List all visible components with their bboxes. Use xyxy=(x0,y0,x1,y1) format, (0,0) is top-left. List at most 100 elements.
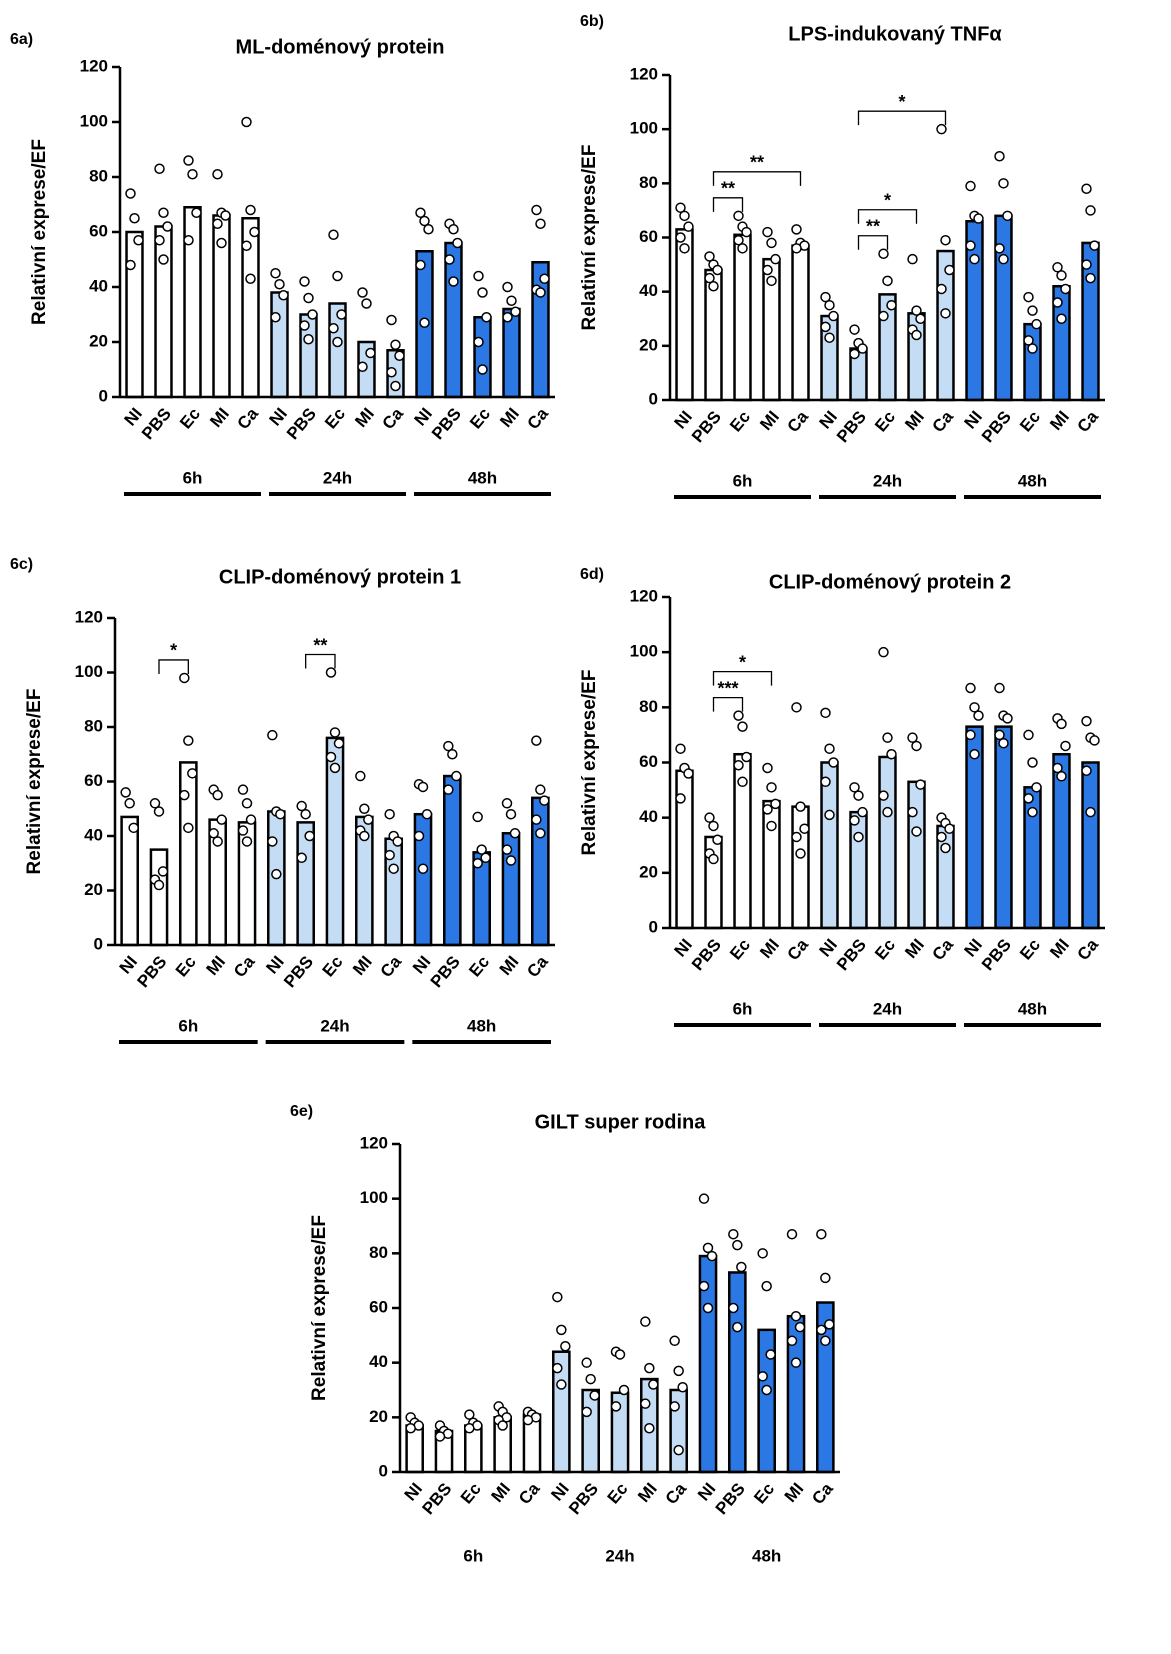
data-point xyxy=(473,336,484,348)
data-point xyxy=(1027,305,1038,316)
data-point xyxy=(766,237,777,249)
significance-label: ** xyxy=(721,179,735,199)
data-point xyxy=(766,275,777,287)
significance-label: * xyxy=(884,191,891,211)
group-label: 24h xyxy=(873,471,902,490)
data-point xyxy=(1027,343,1038,354)
data-point xyxy=(451,770,462,782)
data-point xyxy=(878,646,889,658)
y-tick-label: 100 xyxy=(80,111,108,130)
data-point xyxy=(183,235,194,246)
y-axis-label: Relativní exprese/EF xyxy=(579,145,600,331)
data-point xyxy=(994,729,1005,741)
data-point xyxy=(464,1409,475,1420)
data-point xyxy=(386,314,397,326)
x-tick-label: PBS xyxy=(138,404,175,443)
data-point xyxy=(994,243,1005,254)
data-point xyxy=(417,863,429,874)
x-tick-label: Ca xyxy=(515,1479,544,1508)
x-tick-label: Ca xyxy=(928,935,957,964)
data-point xyxy=(241,116,252,128)
x-tick-label: PBS xyxy=(712,1479,749,1518)
group-label: 48h xyxy=(1018,471,1047,490)
data-point xyxy=(940,842,951,854)
bar xyxy=(473,316,492,399)
data-point xyxy=(1081,715,1092,727)
group-label: 24h xyxy=(873,999,902,1018)
data-point xyxy=(241,240,252,251)
data-point xyxy=(969,702,980,713)
data-point xyxy=(824,332,835,343)
data-point xyxy=(535,828,546,839)
data-point xyxy=(390,339,401,350)
data-point xyxy=(757,1248,768,1259)
x-tick-label: Ec xyxy=(726,935,754,963)
data-point xyxy=(936,283,947,295)
data-point xyxy=(820,1272,831,1284)
data-point xyxy=(220,210,231,221)
data-point xyxy=(552,1362,563,1374)
significance-bracket xyxy=(857,209,918,224)
group-label: 6h xyxy=(463,1546,483,1565)
data-point xyxy=(476,844,487,855)
x-tick-label: Ca xyxy=(377,952,406,981)
data-point xyxy=(216,814,227,825)
y-tick-label: 20 xyxy=(84,880,103,899)
data-point xyxy=(394,350,405,361)
data-point xyxy=(648,1379,659,1390)
data-point xyxy=(728,1228,739,1240)
x-tick-label: MI xyxy=(496,404,523,431)
y-tick-label: 120 xyxy=(360,1133,388,1152)
data-point xyxy=(679,243,690,254)
data-point xyxy=(828,757,839,768)
data-point xyxy=(539,795,550,806)
x-tick-label: PBS xyxy=(978,407,1015,446)
x-tick-label: MI xyxy=(351,404,378,431)
data-point xyxy=(1031,782,1042,793)
data-point xyxy=(267,729,278,741)
x-tick-label: Ca xyxy=(230,952,259,981)
data-point xyxy=(907,732,918,743)
bar xyxy=(849,810,868,930)
data-point xyxy=(505,855,517,866)
data-point xyxy=(405,1423,416,1434)
data-point xyxy=(1060,283,1071,295)
data-point xyxy=(332,336,343,348)
data-point xyxy=(708,820,719,832)
data-point xyxy=(245,273,256,284)
data-point xyxy=(824,299,835,311)
data-point xyxy=(795,848,806,859)
group-label: 6h xyxy=(178,1016,198,1035)
chart-title: GILT super rodina xyxy=(535,1111,707,1133)
data-point xyxy=(304,830,315,842)
y-tick-label: 0 xyxy=(99,386,108,405)
data-point xyxy=(585,1373,596,1385)
data-point xyxy=(472,858,483,869)
data-point xyxy=(820,291,831,303)
data-point xyxy=(208,828,219,839)
data-point xyxy=(669,1335,680,1347)
data-point xyxy=(357,287,368,298)
data-point xyxy=(274,279,285,290)
chart-title: CLIP-doménový protein 2 xyxy=(769,571,1011,593)
group-label: 24h xyxy=(320,1016,349,1035)
data-point xyxy=(158,207,169,218)
y-tick-label: 120 xyxy=(80,56,108,75)
data-point xyxy=(154,163,165,174)
bar xyxy=(581,1388,600,1474)
data-point xyxy=(820,776,831,788)
x-tick-label: Ca xyxy=(1073,407,1102,436)
data-point xyxy=(162,221,173,232)
data-point xyxy=(154,235,165,246)
bar xyxy=(878,293,897,402)
data-point xyxy=(886,748,897,760)
data-point xyxy=(640,1398,651,1409)
data-point xyxy=(472,811,483,823)
data-point xyxy=(212,836,223,847)
data-point xyxy=(733,234,744,246)
data-point xyxy=(124,798,135,809)
data-point xyxy=(1052,297,1063,308)
data-point xyxy=(1081,183,1092,194)
data-point xyxy=(1056,718,1067,730)
data-point xyxy=(733,710,744,721)
